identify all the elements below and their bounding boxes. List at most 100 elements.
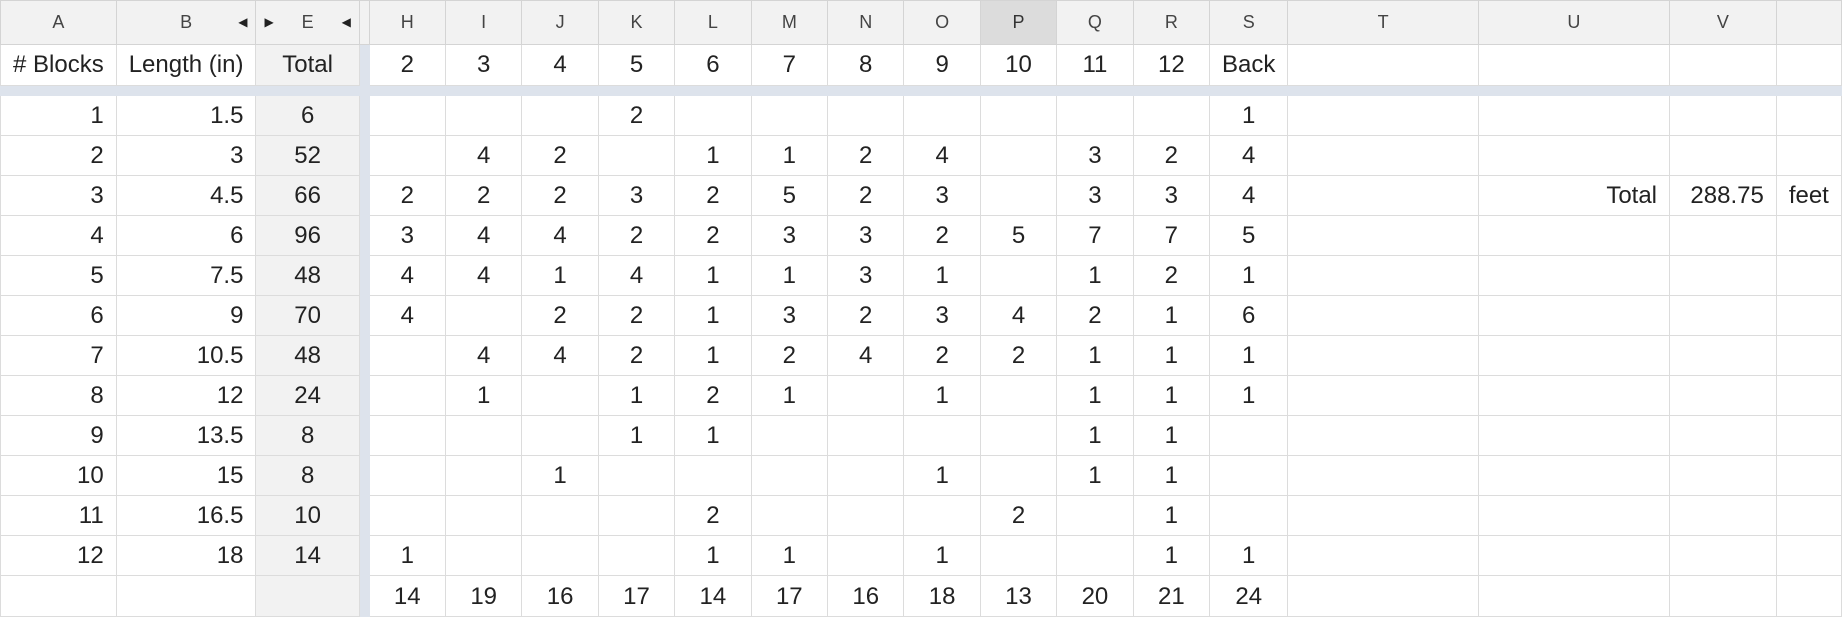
cell-j[interactable]: 2 xyxy=(521,175,599,216)
cell-l[interactable]: 2 xyxy=(674,175,752,216)
cell-o[interactable] xyxy=(903,415,981,456)
header-cell-m[interactable]: 7 xyxy=(750,44,829,86)
header-cell-k[interactable]: 5 xyxy=(597,44,676,86)
cell-r[interactable]: 1 xyxy=(1132,495,1211,536)
cell-s[interactable]: 1 xyxy=(1209,255,1289,296)
cell-h[interactable] xyxy=(368,375,446,416)
freeze-pane-divider[interactable] xyxy=(0,85,1842,96)
empty-cell[interactable] xyxy=(1669,255,1777,296)
empty-cell[interactable] xyxy=(1287,535,1479,576)
cell-q[interactable]: 1 xyxy=(1056,335,1134,376)
column-header-n[interactable]: N xyxy=(827,0,905,45)
header-total[interactable]: Total xyxy=(255,44,360,86)
cell-i[interactable] xyxy=(444,95,523,136)
cell-i[interactable] xyxy=(444,495,523,536)
header-cell-p[interactable]: 10 xyxy=(979,44,1058,86)
cell-p[interactable]: 5 xyxy=(979,215,1058,256)
cell-q[interactable]: 1 xyxy=(1056,415,1134,456)
cell-p[interactable] xyxy=(979,135,1058,176)
cell-i[interactable]: 4 xyxy=(444,255,523,296)
cell-o[interactable]: 2 xyxy=(903,215,981,256)
header-cell-s[interactable]: Back xyxy=(1209,44,1289,86)
cell-j[interactable] xyxy=(521,415,599,456)
cell-l[interactable]: 2 xyxy=(674,375,752,416)
empty-cell[interactable] xyxy=(1775,535,1842,576)
cell-length[interactable]: 16.5 xyxy=(115,495,257,536)
empty-cell[interactable] xyxy=(1287,215,1479,256)
cell-l[interactable] xyxy=(674,455,752,496)
cell-j[interactable] xyxy=(521,375,599,416)
cell-n[interactable] xyxy=(827,375,905,416)
cell-n[interactable]: 3 xyxy=(827,215,905,256)
cell-r[interactable]: 1 xyxy=(1132,335,1211,376)
empty-cell[interactable] xyxy=(1669,535,1777,576)
column-header-r[interactable]: R xyxy=(1132,0,1211,45)
cell-l[interactable]: 2 xyxy=(674,215,752,256)
cell-n[interactable] xyxy=(827,535,905,576)
cell-r[interactable]: 1 xyxy=(1132,535,1211,576)
empty-cell[interactable] xyxy=(1287,415,1479,456)
cell-q[interactable] xyxy=(1056,535,1134,576)
cell-q[interactable]: 1 xyxy=(1056,375,1134,416)
cell-m[interactable]: 3 xyxy=(750,295,829,336)
cell-h[interactable]: 3 xyxy=(368,215,446,256)
cell-s[interactable]: 4 xyxy=(1209,175,1289,216)
column-total-r[interactable]: 21 xyxy=(1132,575,1211,617)
cell-s[interactable]: 6 xyxy=(1209,295,1289,336)
cell-k[interactable]: 2 xyxy=(597,295,676,336)
cell-n[interactable]: 2 xyxy=(827,295,905,336)
empty-cell[interactable] xyxy=(1669,135,1777,176)
cell-k[interactable]: 2 xyxy=(597,335,676,376)
cell-h[interactable] xyxy=(368,495,446,536)
header-cell-l[interactable]: 6 xyxy=(674,44,752,86)
empty-cell[interactable] xyxy=(1477,255,1671,296)
summary-value[interactable]: 288.75 xyxy=(1669,175,1777,216)
cell-length[interactable]: 10.5 xyxy=(115,335,257,376)
cell-total[interactable]: 24 xyxy=(255,375,360,416)
cell-s[interactable] xyxy=(1209,455,1289,496)
column-header-a[interactable]: A xyxy=(0,0,117,45)
cell-j[interactable] xyxy=(521,495,599,536)
cell-o[interactable]: 1 xyxy=(903,255,981,296)
cell-length[interactable]: 13.5 xyxy=(115,415,257,456)
cell-m[interactable]: 3 xyxy=(750,215,829,256)
column-header-k[interactable]: K xyxy=(597,0,676,45)
cell-r[interactable]: 1 xyxy=(1132,295,1211,336)
cell-j[interactable]: 4 xyxy=(521,335,599,376)
empty-cell[interactable] xyxy=(1477,575,1671,617)
cell-q[interactable]: 2 xyxy=(1056,295,1134,336)
cell-n[interactable]: 2 xyxy=(827,175,905,216)
cell-m[interactable]: 1 xyxy=(750,255,829,296)
cell-j[interactable] xyxy=(521,535,599,576)
column-header-q[interactable]: Q xyxy=(1056,0,1134,45)
cell-r[interactable]: 1 xyxy=(1132,375,1211,416)
cell-m[interactable]: 1 xyxy=(750,375,829,416)
column-total-h[interactable]: 14 xyxy=(368,575,446,617)
empty-cell[interactable] xyxy=(1287,375,1479,416)
column-total-i[interactable]: 19 xyxy=(444,575,523,617)
cell-n[interactable] xyxy=(827,495,905,536)
cell-k[interactable]: 1 xyxy=(597,375,676,416)
header-length[interactable]: Length (in) xyxy=(115,44,257,86)
empty-cell[interactable] xyxy=(1775,135,1842,176)
cell-r[interactable]: 2 xyxy=(1132,135,1211,176)
cell-n[interactable]: 3 xyxy=(827,255,905,296)
empty-cell[interactable] xyxy=(1477,335,1671,376)
empty-cell[interactable] xyxy=(1669,575,1777,617)
cell-h[interactable] xyxy=(368,95,446,136)
empty-cell[interactable] xyxy=(1477,295,1671,336)
empty-cell[interactable] xyxy=(1287,95,1479,136)
cell-blocks[interactable]: 4 xyxy=(0,215,117,256)
cell-j[interactable] xyxy=(521,95,599,136)
cell-h[interactable]: 4 xyxy=(368,255,446,296)
empty-cell[interactable] xyxy=(1477,215,1671,256)
column-total-p[interactable]: 13 xyxy=(979,575,1058,617)
cell-o[interactable]: 1 xyxy=(903,535,981,576)
header-cell-q[interactable]: 11 xyxy=(1056,44,1134,86)
cell-s[interactable]: 1 xyxy=(1209,95,1289,136)
column-header-l[interactable]: L xyxy=(674,0,752,45)
cell-s[interactable]: 1 xyxy=(1209,535,1289,576)
empty-cell[interactable] xyxy=(1669,455,1777,496)
cell-blocks[interactable]: 10 xyxy=(0,455,117,496)
cell-q[interactable]: 3 xyxy=(1056,175,1134,216)
